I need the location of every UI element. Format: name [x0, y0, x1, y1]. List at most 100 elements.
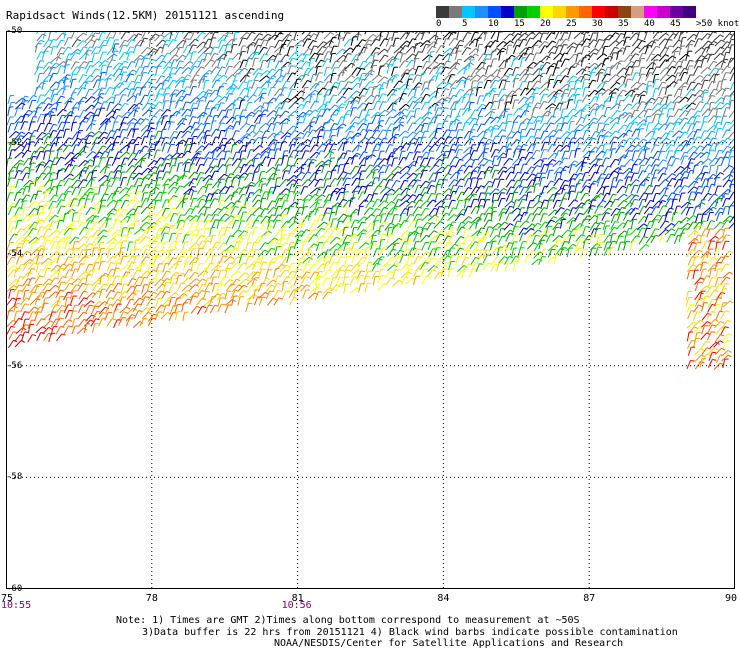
wind-barb: [48, 186, 55, 195]
wind-barb: [28, 100, 33, 110]
wind-barb: [475, 38, 479, 48]
wind-barb: [608, 136, 615, 145]
wind-barb-flag: [412, 122, 417, 125]
wind-barb: [29, 156, 34, 166]
wind-barb-flag: [115, 177, 120, 179]
wind-barb: [106, 177, 112, 187]
wind-barb-flag: [522, 38, 528, 41]
wind-barb: [420, 31, 426, 41]
wind-barb: [559, 157, 565, 166]
wind-barb: [364, 54, 372, 63]
wind-barb: [623, 37, 627, 47]
wind-barb: [126, 118, 134, 125]
wind-barb-flag: [108, 185, 113, 187]
wind-barb: [385, 173, 393, 181]
wind-barb-flag: [406, 172, 411, 176]
wind-barb: [673, 108, 680, 118]
wind-barb-flag: [440, 62, 445, 66]
wind-barb: [517, 156, 523, 166]
wind-barb: [296, 111, 304, 119]
wind-barb-flag: [404, 45, 410, 48]
wind-barb: [398, 93, 404, 103]
wind-barb: [118, 60, 126, 69]
wind-barb-flag: [536, 52, 541, 54]
wind-barb: [252, 109, 259, 118]
wind-barb-flag: [691, 123, 696, 125]
wind-barb-flag: [572, 137, 577, 140]
wind-barb: [286, 39, 293, 48]
wind-barb: [560, 31, 563, 35]
wind-barb-flag: [426, 40, 431, 44]
wind-barb-flag: [299, 115, 305, 118]
wind-barb-flag: [320, 150, 325, 153]
wind-barb: [587, 137, 594, 146]
wind-barb: [329, 86, 334, 96]
wind-barb: [8, 142, 13, 152]
wind-barb: [519, 186, 525, 196]
wind-barb: [253, 72, 259, 81]
wind-barb: [358, 61, 364, 70]
wind-barb-flag: [544, 122, 549, 125]
wind-barb-flag: [706, 67, 711, 71]
wind-barb: [679, 72, 685, 81]
wind-barb: [489, 124, 496, 133]
wind-barb: [414, 32, 420, 41]
wind-barb-flag: [47, 97, 52, 100]
wind-barb: [659, 67, 667, 75]
wind-barb-flag: [222, 150, 227, 153]
wind-barb-flag: [326, 58, 331, 61]
wind-barb-flag: [679, 172, 684, 176]
wind-barb: [664, 185, 668, 195]
wind-barb: [667, 33, 674, 41]
wind-barb: [532, 32, 540, 40]
wind-barb-flag: [384, 38, 389, 41]
wind-barb-flag: [255, 51, 260, 54]
wind-barb: [617, 124, 625, 132]
wind-barb-flag: [262, 87, 268, 90]
wind-barb-flag: [68, 137, 73, 140]
wind-barb: [126, 185, 132, 194]
wind-barb: [447, 53, 451, 63]
wind-barb: [713, 172, 721, 180]
wind-barb: [267, 87, 272, 96]
wind-barb-flag: [162, 60, 167, 64]
wind-barb: [694, 38, 699, 48]
wind-barb: [540, 130, 545, 140]
wind-barb: [608, 74, 617, 82]
wind-barb-flag: [297, 157, 302, 160]
wind-barb: [510, 58, 515, 68]
wind-barb: [322, 94, 327, 104]
wind-barb: [428, 31, 431, 34]
wind-barb: [280, 123, 283, 133]
wind-barb-flag: [726, 65, 731, 69]
wind-barb-flag: [510, 186, 515, 189]
wind-barb: [504, 59, 508, 68]
wind-barb: [652, 79, 657, 89]
wind-barb: [189, 97, 197, 104]
wind-barb-flag: [52, 72, 58, 75]
wind-barb-flag: [187, 108, 192, 112]
wind-barb-flag: [543, 130, 548, 132]
wind-barb: [148, 136, 152, 146]
wind-barb: [567, 66, 572, 76]
wind-barb: [85, 151, 94, 159]
wind-barb-flag: [186, 93, 191, 96]
wind-barb-flag: [579, 172, 584, 175]
wind-barb: [511, 87, 519, 96]
wind-barb: [154, 93, 160, 102]
wind-barb: [154, 141, 157, 151]
wind-barb: [587, 80, 593, 89]
wind-barb: [148, 38, 152, 48]
wind-barb: [76, 32, 84, 40]
wind-barb: [167, 186, 174, 195]
wind-barb: [658, 32, 666, 40]
wind-barb: [231, 130, 237, 140]
colorbar-swatch: [670, 6, 683, 18]
wind-barb: [104, 74, 112, 82]
wind-barb: [659, 59, 666, 68]
wind-barb-flag: [329, 151, 335, 154]
wind-barb: [167, 121, 172, 131]
wind-barb: [496, 129, 503, 138]
wind-barb-flag: [712, 137, 717, 140]
wind-barb: [496, 31, 500, 41]
